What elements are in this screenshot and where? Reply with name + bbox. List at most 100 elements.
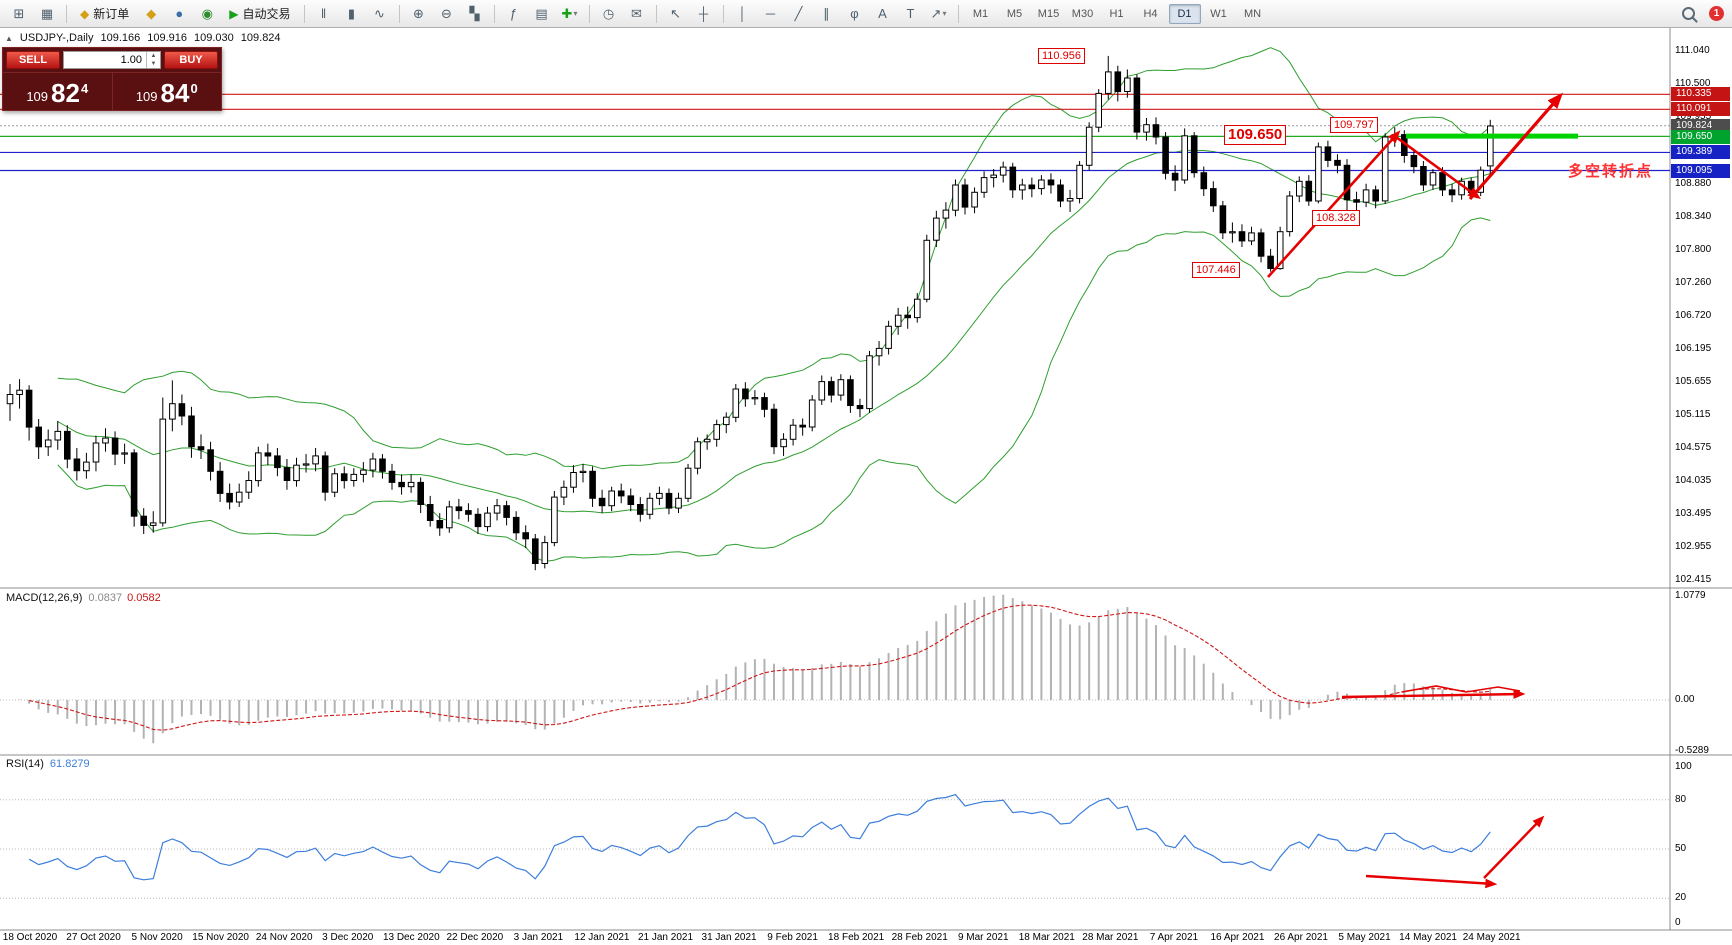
- timeframe-m5[interactable]: M5: [1006, 7, 1023, 20]
- symbol-title: ▲ USDJPY-,Daily 109.166 109.916 109.030 …: [5, 32, 281, 44]
- candlesticks: [6, 55, 1494, 571]
- bar-chart-icon: ‖: [320, 6, 327, 21]
- chevron-down-icon: ▾: [573, 9, 578, 18]
- mail-icon[interactable]: ✉: [624, 3, 650, 25]
- ohlc-close: 109.824: [240, 32, 281, 44]
- cursor-icon[interactable]: ↖: [663, 3, 689, 25]
- sell-price-prefix: 109: [26, 89, 49, 104]
- toolbar-separator: [722, 4, 724, 23]
- zoom-in-icon: ⊕: [413, 5, 424, 21]
- price-annotation[interactable]: 108.328: [1312, 210, 1360, 226]
- new-chart-icon[interactable]: ⊞: [6, 3, 32, 25]
- zoom-out-icon[interactable]: ⊖: [434, 3, 460, 25]
- autotrade-button: ▶: [229, 6, 239, 21]
- rsi-value: 61.8279: [49, 758, 90, 770]
- zoom-in-icon[interactable]: ⊕: [406, 3, 432, 25]
- fibonacci-icon: φ: [850, 6, 859, 21]
- data-window-icon[interactable]: ▤: [529, 3, 555, 25]
- ohlc-low: 109.030: [194, 32, 234, 44]
- sell-button[interactable]: SELL: [6, 51, 60, 69]
- channel-icon: ∥: [823, 5, 830, 21]
- macd-value-main: 0.0837: [88, 592, 123, 604]
- timeframe-mn[interactable]: MN: [1243, 7, 1262, 20]
- vertical-line-icon[interactable]: │: [730, 3, 756, 25]
- pane-separator[interactable]: [0, 753, 1732, 757]
- shapes-icon[interactable]: ↗ ▾: [926, 3, 952, 25]
- chart-profiles-icon[interactable]: ▦: [34, 3, 60, 25]
- toolbar-right: 1: [1675, 3, 1726, 25]
- shapes-icon: ↗: [930, 5, 942, 21]
- price-annotation[interactable]: 109.797: [1330, 117, 1378, 133]
- timeframe-m1[interactable]: M1: [972, 7, 989, 20]
- timeframe-h1[interactable]: H1: [1109, 7, 1124, 20]
- horizontal-line-icon[interactable]: ─: [758, 3, 784, 25]
- chart-profiles-icon: ▦: [40, 5, 54, 21]
- chevron-down-icon: ▾: [942, 9, 947, 18]
- one-click-collapse-icon[interactable]: ▲: [5, 33, 13, 43]
- macd-title: MACD(12,26,9): [6, 592, 83, 604]
- trade-history-icon: ◆: [146, 5, 157, 21]
- pane-separator[interactable]: [0, 928, 1732, 932]
- toolbar-separator: [303, 4, 305, 23]
- market-watch-icon: ●: [175, 6, 184, 21]
- buy-price-button[interactable]: 109 84 0: [113, 73, 222, 110]
- text-icon[interactable]: A: [870, 3, 896, 25]
- autotrade-button[interactable]: ▶ 自动交易: [222, 3, 297, 25]
- channel-icon[interactable]: ∥: [814, 3, 840, 25]
- timeframe-m30[interactable]: M30: [1071, 7, 1094, 20]
- trendline-icon[interactable]: ╱: [786, 3, 812, 25]
- timeframe-w1[interactable]: W1: [1210, 7, 1227, 20]
- buy-price-prefix: 109: [135, 89, 158, 104]
- toolbar: ⊞ ▦ ◆ 新订单 ◆ ● ◉ ▶ 自动交易 ‖ ▮ ∿ ⊕ ⊖ ▚ ƒ ▤ ✚ ▾ ◷ ✉ ↖ ┼ │ ─ ╱ ∥ φ A T ↗ ▾ M1 M…: [0, 0, 1732, 28]
- toolbar-separator: [493, 4, 495, 23]
- toolbar-separator: [398, 4, 400, 23]
- add-indicator-button[interactable]: ✚ ▾: [557, 3, 583, 25]
- tile-windows-icon: ▚: [469, 5, 480, 21]
- crosshair-icon: ┼: [698, 6, 709, 21]
- period-icon: ◷: [602, 5, 615, 21]
- search-icon[interactable]: [1675, 3, 1701, 25]
- new-order-button: ◆: [80, 6, 90, 21]
- turning-point-note[interactable]: 多空转折点: [1568, 163, 1654, 180]
- volume-field[interactable]: 1.00 ▲ ▼: [63, 51, 161, 69]
- toolbar-separator: [66, 4, 67, 23]
- buy-price-big: 84: [160, 78, 190, 108]
- timeframe-h4[interactable]: H4: [1143, 7, 1158, 20]
- navigator-icon[interactable]: ◉: [194, 3, 220, 25]
- pane-separator[interactable]: [0, 586, 1732, 590]
- price-annotation[interactable]: 110.956: [1038, 48, 1085, 64]
- price-annotation[interactable]: 107.446: [1192, 262, 1240, 278]
- new-order-button[interactable]: ◆ 新订单: [73, 3, 136, 25]
- rsi-label: RSI(14) 61.8279: [6, 758, 90, 770]
- candlestick-chart-icon[interactable]: ▮: [339, 3, 365, 25]
- volume-up-icon[interactable]: ▲: [150, 53, 157, 59]
- trendline-icon: ╱: [794, 5, 803, 21]
- tile-windows-icon[interactable]: ▚: [462, 3, 488, 25]
- volume-value[interactable]: 1.00: [120, 54, 142, 66]
- fibonacci-icon[interactable]: φ: [842, 3, 868, 25]
- indicators-icon[interactable]: ƒ: [501, 3, 527, 25]
- timeframe-m15[interactable]: M15: [1037, 7, 1060, 20]
- new-order-button-label: 新订单: [93, 7, 130, 21]
- line-chart-icon: ∿: [374, 5, 385, 21]
- timeframe-d1[interactable]: D1: [1168, 3, 1201, 24]
- autotrade-button-label: 自动交易: [242, 7, 291, 21]
- market-watch-icon[interactable]: ●: [166, 3, 192, 25]
- trade-history-icon[interactable]: ◆: [138, 3, 164, 25]
- rsi-title: RSI(14): [6, 758, 44, 770]
- crosshair-icon[interactable]: ┼: [691, 3, 717, 25]
- sell-price-big: 82: [51, 78, 80, 108]
- notification-badge[interactable]: 1: [1709, 6, 1724, 21]
- cursor-icon: ↖: [670, 5, 681, 21]
- toolbar-separator: [655, 4, 657, 23]
- label-icon[interactable]: T: [898, 3, 924, 25]
- sell-price-button[interactable]: 109 82 4: [3, 73, 112, 110]
- volume-down-icon[interactable]: ▼: [150, 61, 157, 67]
- line-chart-icon[interactable]: ∿: [367, 3, 393, 25]
- macd-value-signal: 0.0582: [127, 592, 161, 604]
- period-icon[interactable]: ◷: [596, 3, 622, 25]
- buy-button[interactable]: BUY: [164, 51, 218, 69]
- price-annotation[interactable]: 109.650: [1224, 125, 1287, 145]
- bar-chart-icon[interactable]: ‖: [311, 3, 337, 25]
